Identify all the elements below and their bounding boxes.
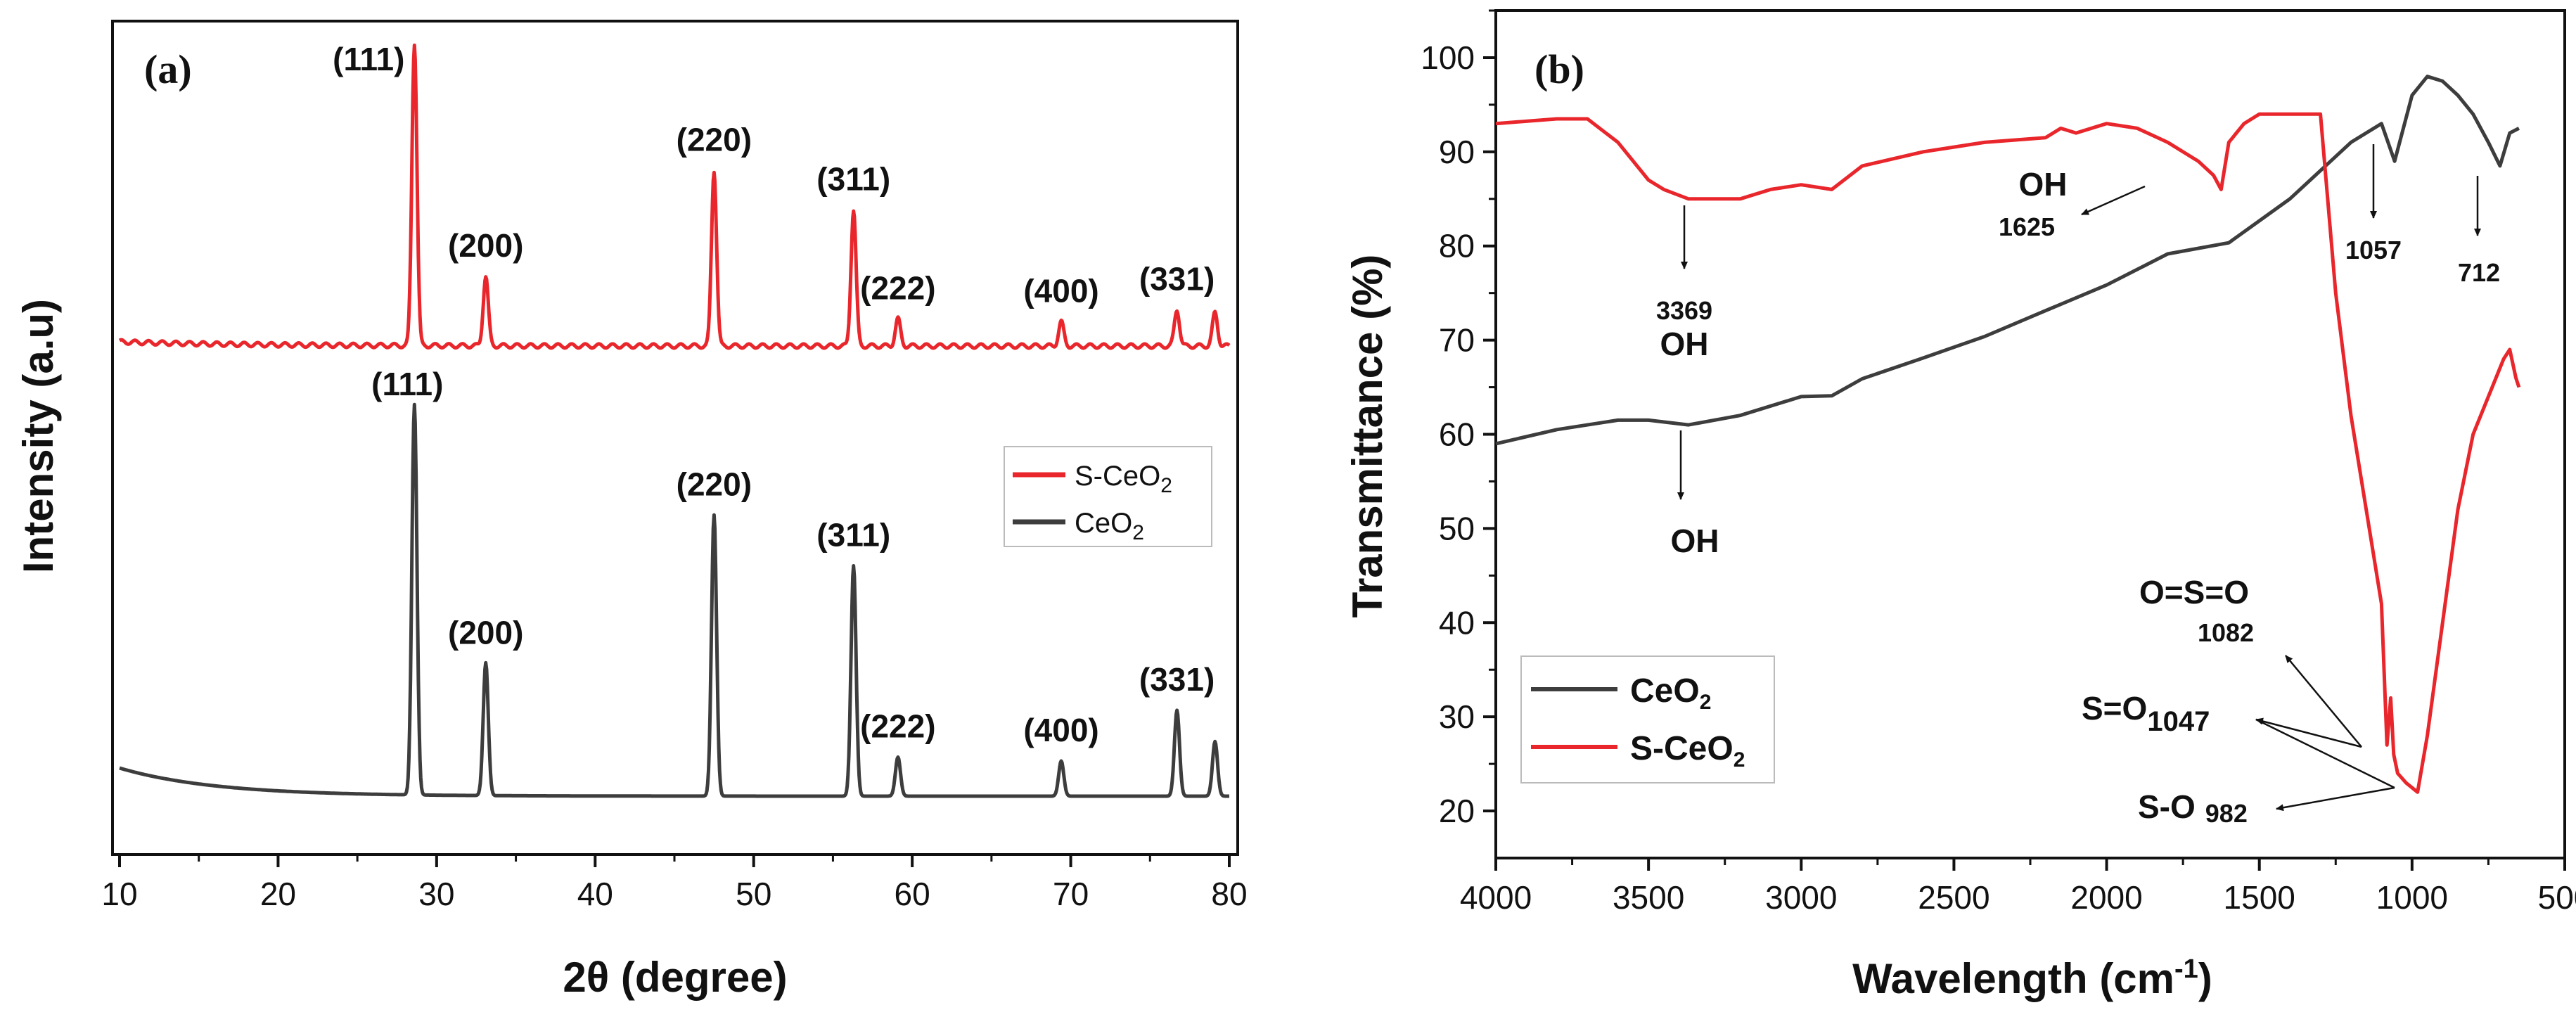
panel-b-y-ticks: 20 30 40 50 60 70 80 90 100	[1421, 9, 1496, 829]
b-x-tick-label-4000: 4000	[1460, 879, 1532, 916]
panel-b-legend: CeO2 S-CeO2	[1520, 655, 1775, 783]
b-y-tick-label-50: 50	[1439, 510, 1475, 546]
panel-a-xrd-chart: (a) 10 20 30 40 50 60 70 80 (111) (200) (220) (311…	[15, 20, 1248, 1001]
panel-b-label: (b)	[1534, 46, 1584, 92]
panel-b-ftir-chart: (b) 4000 3500 3000 2500 2000 1500 1000 500 20 30…	[1344, 9, 2576, 1002]
b-x-tick-label-3000: 3000	[1765, 879, 1837, 916]
panel-b-legend-label-ceo2: CeO2	[1630, 672, 1711, 714]
arrow-1047-b	[2255, 718, 2395, 789]
a-x-tick-label-30: 30	[418, 876, 454, 912]
panel-b-series	[1495, 75, 2521, 794]
annotation-1057: 1057	[2345, 236, 2402, 264]
panel-b-x-ticks: 4000 3500 3000 2500 2000 1500 1000 500	[1460, 858, 2576, 916]
b-y-tick-label-40: 40	[1439, 604, 1475, 641]
panel-a-x-axis-title: 2θ (degree)	[563, 954, 787, 1001]
b-y-tick-label-20: 20	[1439, 793, 1475, 829]
panel-b-y-axis-title: Transmittance (%)	[1344, 255, 1391, 618]
panel-a-x-ticks: 10 20 30 40 50 60 70 80	[101, 855, 1248, 912]
panel-a-legend-label-s-ceo2: S-CeO2	[1075, 461, 1172, 497]
panel-a-label: (a)	[144, 46, 192, 92]
b-series-line-0	[1495, 75, 2520, 446]
a-peak-label-0-1: (200)	[448, 227, 523, 264]
annotation-s-o-1047: S=O1047	[2082, 690, 2210, 737]
a-x-tick-label-40: 40	[577, 876, 613, 912]
b-x-tick-label-500: 500	[2538, 879, 2576, 916]
annotation-oh-3369: OH	[1660, 326, 1709, 362]
a-peak-label-1-5: (400)	[1023, 712, 1098, 748]
b-series-line-1	[1495, 112, 2521, 794]
a-x-tick-label-60: 60	[895, 876, 930, 912]
a-peak-label-0-0: (111)	[333, 41, 404, 77]
panel-b-legend-label-s-ceo2: S-CeO2	[1630, 730, 1745, 772]
panel-a-y-axis-title: Intensity (a.u)	[15, 299, 62, 573]
b-x-tick-label-2500: 2500	[1918, 879, 1989, 916]
panel-b-legend-box	[1520, 655, 1775, 783]
b-x-tick-label-2000: 2000	[2070, 879, 2142, 916]
a-peak-label-0-5: (400)	[1023, 273, 1098, 309]
panel-a-series	[118, 43, 1231, 798]
b-x-tick-label-1000: 1000	[2376, 879, 2448, 916]
a-peak-label-0-6: (331)	[1139, 260, 1215, 297]
annotation-s-o-982: S-O 982	[2138, 788, 2248, 828]
panel-a-legend-box	[1004, 446, 1212, 547]
a-peak-label-1-1: (200)	[448, 614, 523, 651]
arrow-1625	[2081, 185, 2146, 216]
a-x-tick-label-10: 10	[101, 876, 137, 912]
a-x-tick-label-50: 50	[736, 876, 771, 912]
a-x-tick-label-70: 70	[1053, 876, 1089, 912]
panel-a-legend: S-CeO2 CeO2	[1004, 446, 1212, 547]
a-peak-label-0-3: (311)	[816, 161, 890, 198]
a-peak-label-1-0: (111)	[371, 366, 443, 402]
a-peak-label-1-6: (331)	[1139, 661, 1215, 698]
a-peak-label-1-2: (220)	[677, 466, 752, 502]
panel-b-annotations	[1677, 144, 2481, 812]
b-y-tick-label-100: 100	[1421, 39, 1475, 76]
b-y-tick-label-30: 30	[1439, 698, 1475, 735]
a-x-tick-label-20: 20	[260, 876, 296, 912]
a-peak-label-0-2: (220)	[677, 122, 752, 158]
arrow-1082	[2285, 655, 2362, 748]
annotation-1082: 1082	[2198, 618, 2254, 647]
arrow-982	[2276, 786, 2395, 812]
arrow-1047-a	[2255, 717, 2362, 748]
panel-a-peak-labels: (111) (200) (220) (311) (222) (400) (331) (111)…	[333, 41, 1215, 748]
a-series-line-1	[118, 402, 1231, 798]
annotation-oh-ceo2: OH	[1671, 523, 1719, 559]
annotation-o-s-o: O=S=O	[2139, 574, 2249, 610]
b-y-tick-label-90: 90	[1439, 134, 1475, 170]
a-peak-label-1-4: (222)	[860, 708, 935, 745]
annotation-712: 712	[2458, 258, 2500, 287]
a-x-tick-label-80: 80	[1211, 876, 1247, 912]
b-x-tick-label-3500: 3500	[1613, 879, 1684, 916]
a-peak-label-0-4: (222)	[860, 269, 935, 306]
annotation-3369: 3369	[1656, 296, 1712, 325]
annotation-oh-1625: OH	[2019, 166, 2068, 203]
a-series-line-0	[118, 43, 1231, 350]
b-y-tick-label-60: 60	[1439, 416, 1475, 453]
annotation-1625: 1625	[1999, 212, 2055, 241]
b-y-tick-label-70: 70	[1439, 322, 1475, 359]
panel-a-legend-label-ceo2: CeO2	[1075, 508, 1144, 544]
b-x-tick-label-1500: 1500	[2224, 879, 2295, 916]
b-y-tick-label-80: 80	[1439, 228, 1475, 264]
a-peak-label-1-3: (311)	[816, 517, 890, 554]
panel-b-x-axis-title: Wavelength (cm-1)	[1852, 954, 2212, 1002]
